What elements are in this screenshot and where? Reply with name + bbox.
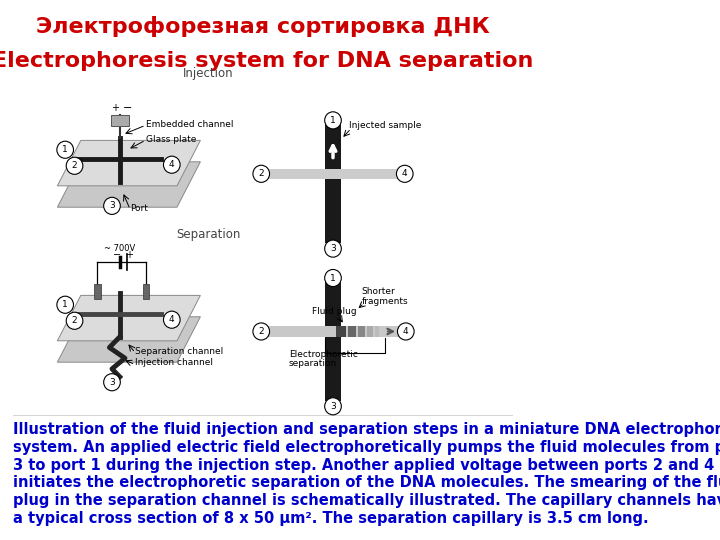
Text: 3: 3: [109, 378, 115, 387]
Bar: [348, 326, 356, 337]
Text: Glass plate: Glass plate: [145, 135, 196, 144]
Text: 2: 2: [258, 327, 264, 336]
Text: Injection: Injection: [183, 66, 233, 79]
Text: initiates the electrophoretic separation of the DNA molecules. The smearing of t: initiates the electrophoretic separation…: [13, 475, 720, 490]
Text: Separation: Separation: [176, 228, 240, 241]
Text: 2: 2: [72, 161, 77, 170]
Text: Injection channel: Injection channel: [135, 357, 213, 367]
Circle shape: [325, 269, 341, 287]
Bar: [325, 123, 341, 244]
Bar: [358, 326, 365, 337]
Text: 2: 2: [72, 316, 77, 325]
Text: Separation channel: Separation channel: [135, 347, 224, 356]
Bar: [374, 326, 379, 337]
Text: 4: 4: [403, 327, 409, 336]
Circle shape: [397, 323, 414, 340]
Text: 3 to port 1 during the injection step. Another applied voltage between ports 2 a: 3 to port 1 during the injection step. A…: [13, 457, 714, 472]
Text: −: −: [122, 103, 132, 113]
Circle shape: [66, 312, 83, 329]
Text: Fluid plug: Fluid plug: [312, 307, 357, 316]
Circle shape: [163, 156, 180, 173]
Text: 3: 3: [330, 244, 336, 253]
Text: system. An applied electric field electrophoretically pumps the fluid molecules : system. An applied electric field electr…: [13, 440, 720, 455]
Text: 4: 4: [169, 315, 175, 324]
Text: fragments: fragments: [361, 296, 408, 306]
Text: 1: 1: [63, 145, 68, 154]
Text: Shorter: Shorter: [361, 287, 395, 296]
Text: Port: Port: [130, 204, 148, 213]
Text: a typical cross section of 8 x 50 μm². The separation capillary is 3.5 cm long.: a typical cross section of 8 x 50 μm². T…: [13, 510, 649, 525]
Text: 1: 1: [330, 274, 336, 282]
Text: 3: 3: [109, 201, 115, 211]
Text: +: +: [111, 103, 119, 113]
Text: ~ 700V: ~ 700V: [104, 244, 135, 253]
Bar: [266, 326, 400, 337]
Text: Electrophoresis system for DNA separation: Electrophoresis system for DNA separatio…: [0, 51, 534, 71]
Circle shape: [397, 165, 413, 183]
Text: −: −: [113, 251, 121, 260]
Text: +: +: [125, 251, 133, 260]
Bar: [266, 169, 400, 179]
Text: Electrophoretic: Electrophoretic: [289, 350, 358, 359]
Circle shape: [66, 157, 83, 174]
Circle shape: [104, 197, 120, 214]
Circle shape: [253, 165, 269, 183]
Bar: [325, 281, 341, 401]
Circle shape: [104, 374, 120, 391]
Text: Электрофорезная сортировка ДНК: Электрофорезная сортировка ДНК: [36, 16, 490, 37]
Circle shape: [325, 112, 341, 129]
Text: 4: 4: [169, 160, 175, 169]
Text: 1: 1: [330, 116, 336, 125]
Text: Injected sample: Injected sample: [348, 122, 421, 130]
Text: 2: 2: [258, 170, 264, 178]
Polygon shape: [58, 317, 200, 362]
Text: plug in the separation channel is schematically illustrated. The capillary chann: plug in the separation channel is schema…: [13, 493, 720, 508]
Polygon shape: [58, 140, 200, 186]
Polygon shape: [58, 162, 200, 207]
Circle shape: [57, 296, 73, 313]
Circle shape: [57, 141, 73, 158]
Circle shape: [325, 398, 341, 415]
Text: 4: 4: [402, 170, 408, 178]
Text: 3: 3: [330, 402, 336, 411]
Circle shape: [253, 323, 269, 340]
Bar: [143, 285, 149, 299]
Text: 1: 1: [63, 300, 68, 309]
Circle shape: [163, 311, 180, 328]
Text: separation: separation: [289, 359, 337, 368]
Polygon shape: [111, 115, 129, 126]
Polygon shape: [58, 295, 200, 341]
Bar: [94, 285, 101, 299]
Text: Illustration of the fluid injection and separation steps in a miniature DNA elec: Illustration of the fluid injection and …: [13, 422, 720, 437]
Bar: [336, 326, 346, 337]
Bar: [366, 326, 372, 337]
Text: Embedded channel: Embedded channel: [145, 120, 233, 129]
Circle shape: [325, 240, 341, 257]
